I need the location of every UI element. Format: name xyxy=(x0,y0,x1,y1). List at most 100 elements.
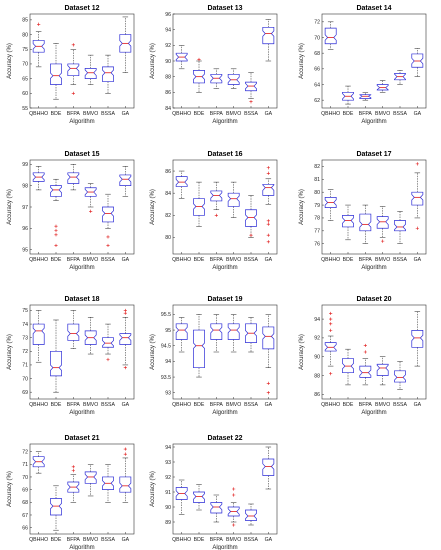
y-tick-label: 92 xyxy=(314,336,320,342)
box-qbhho xyxy=(175,170,188,199)
box-body xyxy=(262,326,275,350)
x-axis-label: Algorithm xyxy=(212,545,237,550)
x-tick-label: BSSA xyxy=(393,111,407,117)
x-axis-label: Algorithm xyxy=(69,265,94,271)
box-body xyxy=(210,73,223,84)
x-tick-label: BFPA xyxy=(67,537,81,543)
y-tick-label: 78 xyxy=(314,216,320,222)
y-tick-label: 93 xyxy=(165,391,171,397)
box-bssa xyxy=(394,70,406,85)
y-tick-label: 70 xyxy=(22,62,28,68)
box-bssa xyxy=(245,503,257,526)
x-tick-label: BDE xyxy=(194,111,205,117)
outlier-point xyxy=(363,350,367,354)
x-tick-label: BMVO xyxy=(226,257,241,263)
box-qbhho xyxy=(175,45,188,70)
x-tick-label: BSSA xyxy=(101,402,115,408)
x-axis-label: Algorithm xyxy=(361,410,386,416)
y-tick-label: 95 xyxy=(165,328,171,334)
x-tick-label: GA xyxy=(414,111,422,117)
box-bde xyxy=(193,484,205,511)
box-bfpa xyxy=(359,92,372,101)
x-tick-label: BSSA xyxy=(101,111,115,117)
box-body xyxy=(193,329,205,369)
y-tick-label: 75 xyxy=(22,47,28,53)
chart-panel: Dataset 12 55 60 65 70 75 80 85 Accuracy (%) QBHH… xyxy=(7,5,135,125)
y-tick-label: 68 xyxy=(314,51,320,57)
chart-panel: Dataset 21 66 67 68 69 70 71 72 Accuracy (%) QBHH… xyxy=(7,435,135,550)
y-tick-label: 79 xyxy=(314,203,320,209)
chart-panel: Dataset 20 86 88 90 92 94 Accuracy (%) QBHHO BDE… xyxy=(299,296,427,416)
box-body xyxy=(394,220,406,232)
box-bmvo xyxy=(227,314,240,353)
box-bfpa xyxy=(359,204,372,244)
x-tick-label: GA xyxy=(265,111,273,117)
box-body xyxy=(84,471,97,484)
chart-title: Dataset 18 xyxy=(64,296,99,303)
box-body xyxy=(32,323,45,345)
plot-frame xyxy=(172,159,278,255)
y-axis-label: Accuracy (%) xyxy=(150,43,156,79)
box-bssa xyxy=(245,195,257,238)
box-body xyxy=(394,73,406,81)
box-body xyxy=(119,174,132,186)
y-axis-label: Accuracy (%) xyxy=(299,334,305,370)
outlier-point xyxy=(266,381,270,385)
box-body xyxy=(245,81,257,92)
box-ga xyxy=(119,16,132,73)
x-tick-label: BMVO xyxy=(83,257,98,263)
box-bfpa xyxy=(67,465,80,503)
box-body xyxy=(210,323,223,340)
box-ga xyxy=(119,166,132,197)
x-tick-label: QBHHO xyxy=(172,257,191,263)
y-tick-label: 94 xyxy=(165,27,171,33)
y-tick-label: 65 xyxy=(22,76,28,82)
box-bde xyxy=(193,314,205,378)
box-body xyxy=(376,363,389,376)
box-bfpa xyxy=(210,181,223,217)
outlier-point xyxy=(232,523,236,527)
y-tick-label: 81 xyxy=(314,177,320,183)
outlier-point xyxy=(329,317,333,321)
y-tick-label: 71 xyxy=(22,462,28,468)
x-tick-label: BDE xyxy=(194,257,205,263)
x-axis-label: Algorithm xyxy=(69,545,94,550)
box-ga xyxy=(262,19,275,62)
y-tick-label: 91 xyxy=(165,490,171,496)
box-body xyxy=(50,498,62,516)
x-tick-label: BDE xyxy=(51,257,62,263)
y-tick-label: 97 xyxy=(22,205,28,211)
outlier-point xyxy=(415,226,419,230)
box-body xyxy=(32,456,45,468)
x-tick-label: BSSA xyxy=(101,537,115,543)
box-ga xyxy=(411,162,424,230)
x-tick-label: BFPA xyxy=(67,402,81,408)
x-tick-label: BDE xyxy=(51,537,62,543)
box-body xyxy=(342,91,354,101)
box-body xyxy=(324,196,337,208)
chart-title: Dataset 20 xyxy=(356,296,391,303)
y-tick-label: 94 xyxy=(165,359,171,365)
box-body xyxy=(84,67,97,79)
x-axis-label: Algorithm xyxy=(361,119,386,125)
x-tick-label: BMVO xyxy=(375,111,390,117)
box-bmvo xyxy=(227,181,240,218)
box-body xyxy=(193,491,205,503)
box-bde xyxy=(50,43,62,100)
outlier-point xyxy=(214,213,218,217)
x-tick-label: BSSA xyxy=(244,402,258,408)
box-body xyxy=(193,198,205,216)
y-tick-label: 95.5 xyxy=(161,312,171,318)
outlier-point xyxy=(106,235,110,239)
y-tick-label: 94 xyxy=(165,445,171,451)
box-bmvo xyxy=(376,356,389,386)
plot-frame xyxy=(321,159,427,255)
chart-title: Dataset 12 xyxy=(64,5,99,12)
x-tick-label: BMVO xyxy=(83,111,98,117)
y-tick-label: 77 xyxy=(314,229,320,235)
x-tick-label: QBHHO xyxy=(172,111,191,117)
x-axis-label: Algorithm xyxy=(212,410,237,416)
y-tick-label: 86 xyxy=(165,90,171,96)
box-body xyxy=(262,26,275,45)
